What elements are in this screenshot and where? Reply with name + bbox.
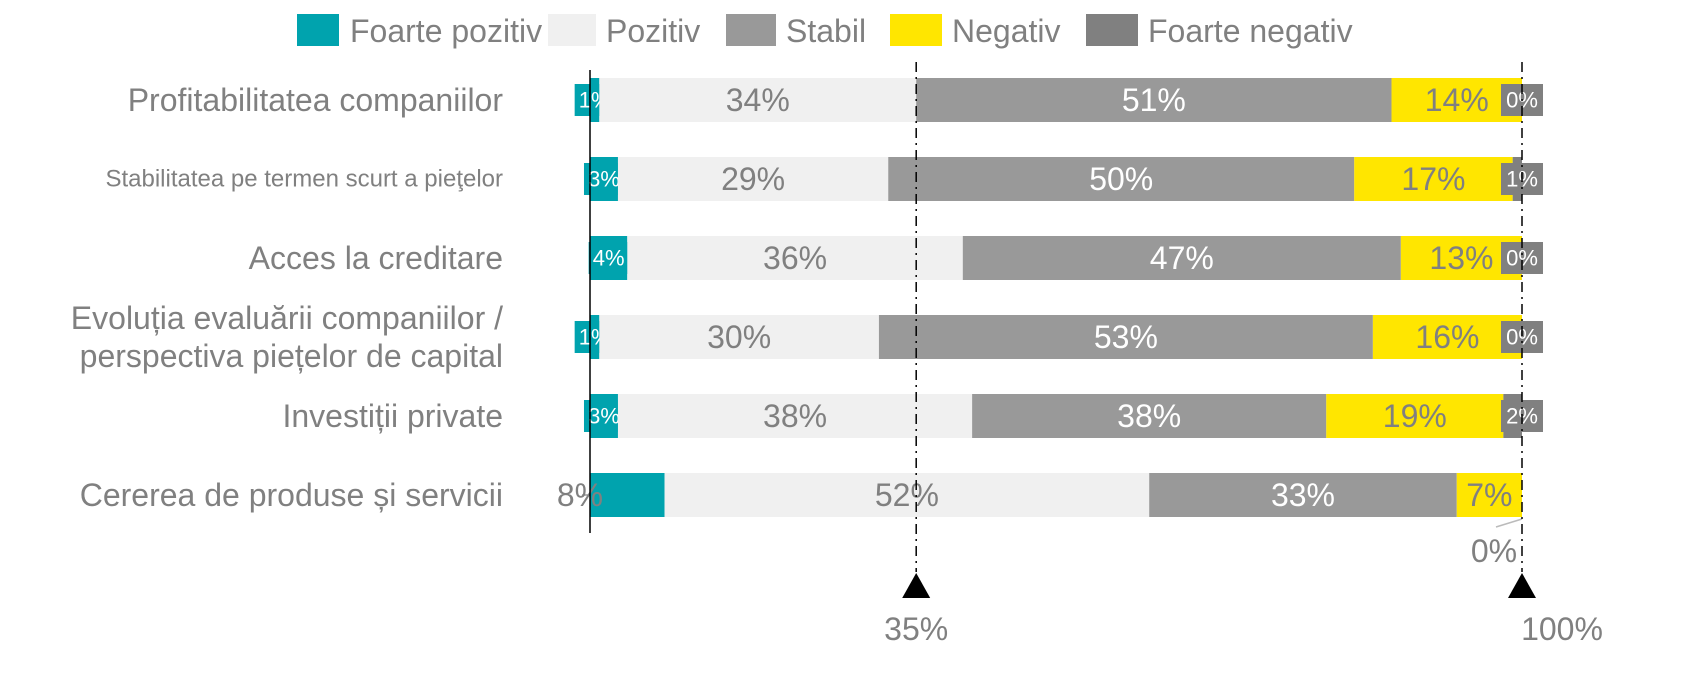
- data-label-negativ: 17%: [1401, 161, 1465, 197]
- category-labels: Profitabilitatea companiilor Stabilitatea…: [71, 82, 504, 513]
- data-label-pozitiv: 36%: [763, 240, 827, 276]
- category-label-line: perspectiva piețelor de capital: [80, 338, 503, 374]
- reference-label: 100%: [1521, 611, 1603, 647]
- data-label-negativ: 14%: [1425, 82, 1489, 118]
- bar-segment-stabil: [888, 157, 1355, 201]
- data-label-stabil: 51%: [1122, 82, 1186, 118]
- legend-item-foarte-negativ: Foarte negativ: [1086, 13, 1353, 49]
- legend-swatch: [297, 14, 339, 46]
- category-label-line: Stabilitatea pe termen scurt a pieţelor: [105, 166, 503, 193]
- bar-segment-pozitiv: [599, 315, 879, 359]
- bar-row-stabilitatea-pe-termen-scurt-a-pietelor: 3% 29% 50% 17% 1%: [583, 157, 1543, 201]
- data-label-foarte-negativ: 0%: [1471, 533, 1517, 569]
- category-label-line: Acces la creditare: [249, 240, 503, 276]
- bar-segment-stabil: [916, 78, 1392, 122]
- bar-row-profitabilitatea-companiilor: 1% 34% 51% 14% 0%: [574, 78, 1543, 122]
- triangle-up-icon: [902, 573, 931, 598]
- bar-row-investitii-private: 3% 38% 38% 19% 2%: [583, 394, 1543, 438]
- bar-segment-stabil: [878, 315, 1373, 359]
- data-label-negativ: 7%: [1466, 477, 1512, 513]
- legend-swatch: [548, 14, 596, 46]
- legend-item-stabil: Stabil: [726, 13, 866, 49]
- data-label-negativ: 16%: [1415, 319, 1479, 355]
- data-label-foarte-pozitiv: 4%: [593, 246, 625, 271]
- legend: Foarte pozitiv Pozitiv Stabil Negativ Foarte…: [297, 13, 1353, 49]
- bar-segment-negativ: [1391, 78, 1522, 122]
- bar-segment-foarte-pozitiv: [590, 473, 665, 517]
- bar-segment-negativ: [1326, 394, 1504, 438]
- data-label-stabil: 50%: [1089, 161, 1153, 197]
- legend-label: Pozitiv: [606, 13, 700, 49]
- bar-segment-pozitiv: [599, 78, 917, 122]
- bar-row-acces-la-creditare: 4% 36% 47% 13% 0%: [588, 236, 1543, 280]
- leader-line: [1495, 518, 1523, 528]
- data-label-pozitiv: 38%: [763, 398, 827, 434]
- legend-label: Negativ: [952, 13, 1061, 49]
- data-label-pozitiv: 34%: [726, 82, 790, 118]
- data-label-stabil: 53%: [1094, 319, 1158, 355]
- category-label: Cererea de produse și servicii: [80, 477, 503, 513]
- bar-segment-pozitiv: [617, 157, 889, 201]
- legend-label: Stabil: [786, 13, 866, 49]
- data-label-stabil: 38%: [1117, 398, 1181, 434]
- data-label-stabil: 47%: [1150, 240, 1214, 276]
- bar-row-evolutia-evaluarii-companiilor-perspecti: 1% 30% 53% 16% 0%: [574, 315, 1543, 359]
- data-label-pozitiv: 29%: [721, 161, 785, 197]
- bar-segment-negativ: [1354, 157, 1513, 201]
- bars: 1% 34% 51% 14% 0%3% 29% 50% 17% 1%4% 36% 47% 13% 0%1…: [557, 78, 1543, 569]
- category-label-line: Evoluția evaluării companiilor /: [71, 300, 503, 336]
- data-label-pozitiv: 52%: [875, 477, 939, 513]
- category-label: Investiții private: [282, 398, 503, 434]
- reference-100: 100%: [1508, 62, 1603, 647]
- legend-swatch: [1086, 14, 1138, 46]
- data-label-foarte-pozitiv: 8%: [557, 477, 603, 513]
- category-label: Evoluția evaluării companiilor / perspect…: [71, 300, 503, 374]
- reference-label: 35%: [884, 611, 948, 647]
- category-label: Profitabilitatea companiilor: [128, 82, 504, 118]
- legend-item-negativ: Negativ: [890, 13, 1061, 49]
- bar-segment-stabil: [962, 236, 1401, 280]
- reference-35: 35%: [884, 62, 948, 647]
- legend-item-foarte-pozitiv: Foarte pozitiv: [297, 13, 542, 49]
- category-label-line: Investiții private: [282, 398, 503, 434]
- bar-row-cererea-de-produse-si-servicii: 8% 52% 33% 7% 0%: [557, 473, 1523, 569]
- data-label-pozitiv: 30%: [707, 319, 771, 355]
- bar-segment-pozitiv: [617, 394, 973, 438]
- bar-segment-stabil: [1149, 473, 1457, 517]
- data-label-negativ: 19%: [1383, 398, 1447, 434]
- triangle-up-icon: [1508, 573, 1536, 598]
- category-label: Stabilitatea pe termen scurt a pieţelor: [105, 166, 503, 193]
- legend-item-pozitiv: Pozitiv: [548, 13, 700, 49]
- legend-swatch: [890, 14, 942, 46]
- bar-segment-stabil: [972, 394, 1327, 438]
- data-label-foarte-pozitiv: 3%: [588, 404, 620, 429]
- legend-label: Foarte negativ: [1148, 13, 1353, 49]
- legend-swatch: [726, 14, 776, 46]
- data-label-negativ: 13%: [1429, 240, 1493, 276]
- category-label-line: Profitabilitatea companiilor: [128, 82, 504, 118]
- category-label-line: Cererea de produse și servicii: [80, 477, 503, 513]
- bar-segment-pozitiv: [664, 473, 1150, 517]
- bar-segment-negativ: [1456, 473, 1522, 517]
- category-label: Acces la creditare: [249, 240, 503, 276]
- data-label-foarte-pozitiv: 3%: [588, 167, 620, 192]
- legend-label: Foarte pozitiv: [350, 13, 542, 49]
- bar-segment-pozitiv: [627, 236, 963, 280]
- data-tag-foarte-pozitiv: [588, 242, 629, 274]
- data-label-stabil: 33%: [1271, 477, 1335, 513]
- reference-lines: 35% 100%: [589, 62, 1603, 647]
- bar-segment-negativ: [1372, 315, 1522, 359]
